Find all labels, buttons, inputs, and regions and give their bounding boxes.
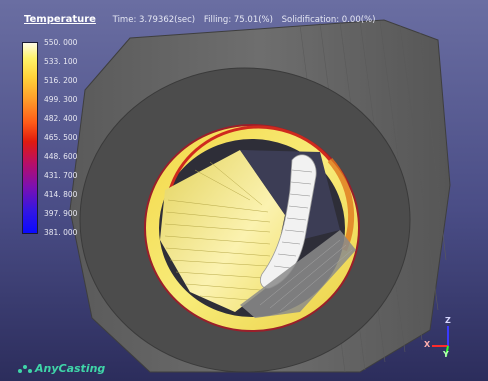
legend-tick: 465. 500	[44, 133, 78, 142]
status-header: Temperature Time: 3.79362(sec) Filling: …	[24, 14, 375, 25]
legend-tick: 550. 000	[44, 38, 78, 47]
axis-triad: Z X Y	[418, 316, 468, 362]
legend-tick: 414. 800	[44, 190, 78, 199]
temperature-colorbar	[22, 42, 38, 234]
legend-tick: 448. 600	[44, 152, 78, 161]
legend-tick: 431. 700	[44, 171, 78, 180]
metal-stream-ribs	[273, 169, 313, 269]
inner-metal-lines	[164, 161, 271, 301]
logo-dots-icon	[18, 364, 32, 374]
legend-tick: 499. 300	[44, 95, 78, 104]
y-axis-label: Y	[443, 350, 449, 359]
time-readout: Time: 3.79362(sec)	[112, 15, 196, 25]
temperature-title[interactable]: Temperature	[24, 14, 96, 25]
casting-ring-orange	[327, 158, 355, 252]
legend-tick: 516. 200	[44, 76, 78, 85]
z-axis-label: Z	[445, 316, 451, 325]
legend-tick: 533. 100	[44, 57, 78, 66]
legend-tick: 482. 400	[44, 114, 78, 123]
anycasting-logo: AnyCasting	[18, 362, 105, 375]
legend-tick: 397. 900	[44, 209, 78, 218]
filling-readout: Filling: 75.01(%)	[203, 15, 273, 25]
legend-tick: 381. 000	[44, 228, 78, 237]
solidification-readout: Solidification: 0.00(%)	[281, 15, 376, 25]
casting-ring-hot-edge	[144, 124, 360, 332]
cutaway-lines	[259, 239, 353, 312]
inner-metal-surface	[160, 150, 285, 312]
x-axis-label: X	[424, 340, 431, 349]
logo-text: AnyCasting	[35, 362, 106, 375]
casting-ring-inner-hot	[168, 125, 332, 191]
axis-triad-lines	[432, 326, 449, 357]
